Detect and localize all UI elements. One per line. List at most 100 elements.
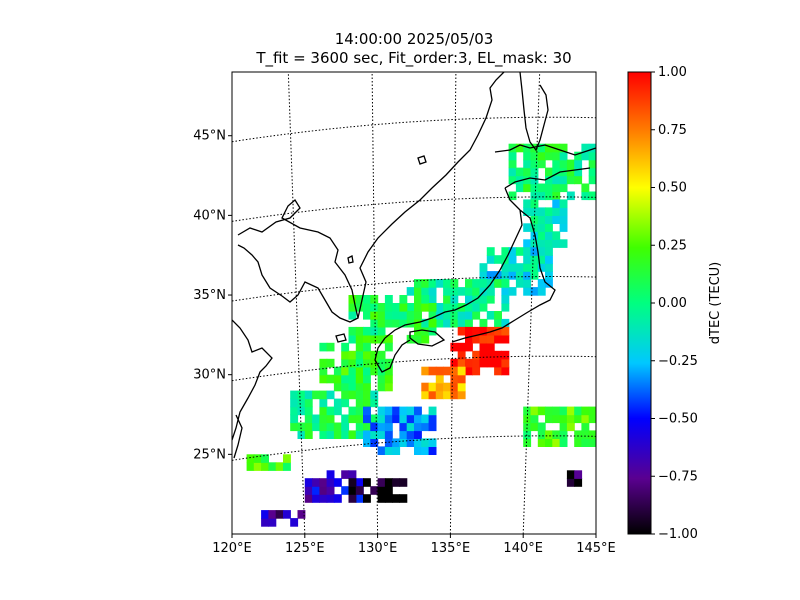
dtec-cell xyxy=(421,303,430,312)
colorbar-tick-label: 0.25 xyxy=(658,238,687,253)
dtec-cell xyxy=(552,231,561,240)
dtec-cell xyxy=(333,406,342,416)
dtec-cell xyxy=(515,183,524,193)
dtec-cell xyxy=(559,199,568,208)
dtec-cell xyxy=(377,334,386,344)
dtec-cell xyxy=(406,430,415,439)
dtec-cell xyxy=(574,478,583,487)
dtec-cell xyxy=(384,334,393,344)
dtec-cell xyxy=(552,239,561,248)
dtec-cell xyxy=(443,390,451,400)
meridian-line xyxy=(449,72,457,534)
meridian-line xyxy=(287,72,306,534)
dtec-cell xyxy=(319,486,328,495)
dtec-cell xyxy=(508,191,517,201)
dtec-cell xyxy=(581,438,590,447)
dtec-cell xyxy=(399,414,408,424)
parallel-line xyxy=(232,355,596,382)
dtec-cell xyxy=(290,422,299,432)
dtec-cell xyxy=(486,295,495,304)
dtec-cell xyxy=(545,406,553,416)
dtec-cell xyxy=(559,159,568,169)
dtec-cell xyxy=(566,478,575,487)
dtec-cell xyxy=(574,159,583,169)
dtec-cell xyxy=(552,207,561,216)
dtec-cell xyxy=(530,247,539,256)
dtec-cell xyxy=(479,263,488,272)
dtec-cell xyxy=(392,438,401,447)
dtec-cell xyxy=(348,414,357,424)
dtec-cell xyxy=(377,350,386,360)
dtec-cell xyxy=(363,494,371,503)
dtec-cell xyxy=(494,255,502,264)
dtec-cell xyxy=(253,462,262,471)
dtec-cell xyxy=(530,191,539,201)
dtec-cell xyxy=(370,303,379,312)
dtec-cell xyxy=(392,478,401,487)
dtec-cell xyxy=(457,358,466,368)
dtec-cell xyxy=(348,486,357,495)
dtec-cell xyxy=(399,406,408,416)
dtec-cell xyxy=(537,247,546,256)
dtec-cell xyxy=(355,334,364,344)
dtec-cell xyxy=(545,430,553,439)
dtec-cell xyxy=(450,382,459,392)
dtec-cell xyxy=(312,486,320,495)
dtec-cell xyxy=(406,318,415,328)
dtec-cell xyxy=(588,151,596,161)
dtec-cell xyxy=(428,366,437,376)
colorbar-tick-label: −0.25 xyxy=(658,354,698,369)
dtec-cell xyxy=(384,342,393,352)
dtec-cell xyxy=(559,414,568,424)
dtec-cell xyxy=(319,430,328,439)
dtec-cell xyxy=(479,295,488,304)
dtec-cell xyxy=(421,334,430,344)
map-frame xyxy=(231,71,597,535)
meridian-line xyxy=(371,72,379,534)
dtec-cell xyxy=(450,390,459,400)
dtec-cell xyxy=(472,334,481,344)
dtec-cell xyxy=(581,183,590,193)
dtec-cell xyxy=(377,422,386,432)
coastline-honshu xyxy=(384,209,556,343)
dtec-cell xyxy=(319,398,328,408)
dtec-cell xyxy=(384,478,393,487)
dtec-cell xyxy=(559,151,568,161)
dtec-cell xyxy=(559,183,568,193)
dtec-cell xyxy=(494,366,502,376)
dtec-cell xyxy=(537,215,546,224)
dtec-cell xyxy=(304,398,313,408)
dtec-cell xyxy=(399,494,408,503)
dtec-cell xyxy=(377,374,386,384)
dtec-cell xyxy=(319,422,328,432)
dtec-cell xyxy=(326,486,335,495)
dtec-cell xyxy=(486,287,495,296)
dtec-cell xyxy=(319,366,328,376)
dtec-cell xyxy=(501,263,510,272)
chart-title-line2: T_fit = 3600 sec, Fit_order:3, EL_mask: … xyxy=(256,49,572,67)
dtec-cell xyxy=(479,342,488,352)
dtec-cell xyxy=(377,406,386,416)
dtec-cell xyxy=(537,438,546,447)
dtec-cell xyxy=(494,350,502,360)
dtec-cell xyxy=(457,366,466,376)
dtec-cell xyxy=(370,318,379,328)
dtec-cell xyxy=(545,438,553,447)
x-tick-label: 135°E xyxy=(431,541,471,556)
dtec-cell xyxy=(392,446,401,455)
dtec-cell xyxy=(523,207,532,216)
dtec-cell xyxy=(508,175,517,185)
dtec-cell xyxy=(457,318,466,328)
coastline-hokkaido xyxy=(494,144,596,211)
dtec-cell xyxy=(523,143,532,153)
dtec-cell xyxy=(363,350,371,360)
dtec-cell xyxy=(552,167,561,177)
dtec-cell xyxy=(588,414,596,424)
dtec-cell xyxy=(530,175,539,185)
dtec-cell xyxy=(319,478,328,487)
dtec-cell xyxy=(348,470,357,479)
dtec-cell xyxy=(355,342,364,352)
dtec-cell xyxy=(537,191,546,201)
dtec-cell xyxy=(545,215,553,224)
dtec-cell xyxy=(501,247,510,256)
